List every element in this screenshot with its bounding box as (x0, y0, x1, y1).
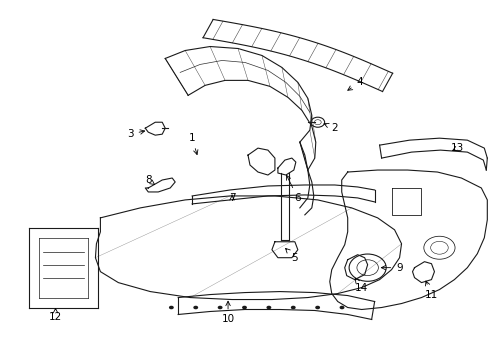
Text: 4: 4 (347, 77, 362, 90)
Circle shape (339, 306, 344, 309)
Circle shape (242, 306, 246, 309)
Text: 9: 9 (381, 263, 402, 273)
Text: 8: 8 (144, 175, 154, 185)
Circle shape (193, 306, 198, 309)
Circle shape (266, 306, 271, 309)
Circle shape (315, 306, 320, 309)
Text: 2: 2 (324, 123, 337, 133)
Text: 5: 5 (285, 248, 298, 263)
Text: 1: 1 (188, 133, 198, 154)
Text: 3: 3 (127, 129, 144, 139)
Text: 7: 7 (228, 193, 235, 203)
Text: 12: 12 (49, 309, 62, 323)
Text: 14: 14 (354, 278, 367, 293)
Text: 10: 10 (221, 301, 234, 324)
Text: 6: 6 (286, 175, 301, 203)
Text: 13: 13 (450, 143, 463, 153)
Circle shape (290, 306, 295, 309)
Text: 11: 11 (424, 281, 437, 300)
Circle shape (217, 306, 222, 309)
Circle shape (168, 306, 173, 309)
